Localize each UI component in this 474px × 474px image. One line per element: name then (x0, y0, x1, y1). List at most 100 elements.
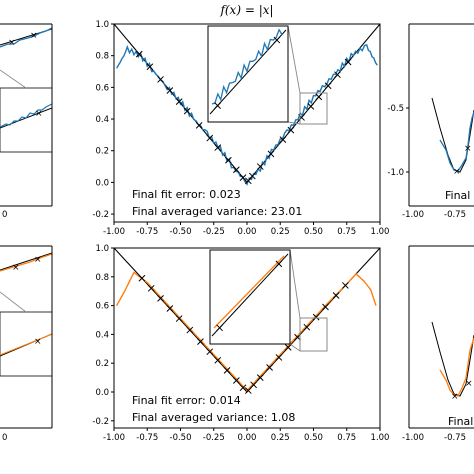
tick-label: -0.5 (387, 104, 404, 114)
fit-curve (439, 111, 474, 172)
sample-marker: × (8, 38, 16, 48)
x-tick-label: -1.00 (103, 227, 125, 237)
sample-marker: × (34, 337, 42, 347)
x-tick-label: -0.50 (170, 227, 192, 237)
sample-marker-stroke (324, 82, 332, 90)
x-tick-label: 0.50 (304, 227, 323, 237)
sample-marker-stroke (157, 295, 164, 302)
x-tick-label: 0.75 (337, 433, 356, 443)
sample-marker (324, 82, 332, 90)
x-tick-label: 0.25 (271, 227, 290, 237)
sample-marker-stroke (275, 260, 283, 268)
x-tick-label: -0.25 (203, 433, 225, 443)
inset-sample-marker (273, 36, 281, 44)
inset-sample-marker (216, 324, 223, 332)
sample-marker (206, 348, 214, 356)
inset-fit-curve (211, 28, 283, 105)
sample-marker-stroke (183, 107, 191, 115)
sample-marker (214, 356, 222, 364)
annotation-line-2: Final averaged variance: 1.08 (132, 411, 295, 424)
sample-marker-stroke (157, 76, 164, 83)
y-tick-label: 0.2 (95, 147, 109, 157)
inset-connector (0, 291, 27, 313)
x-tick-label: 0.00 (238, 433, 257, 443)
x-tick-label: 0.00 (238, 227, 257, 237)
x-tick-label: 0.75 (337, 227, 356, 237)
sample-marker-stroke (147, 284, 155, 292)
sample-marker (233, 377, 240, 384)
sample-marker (147, 284, 155, 292)
y-tick-label: 0.2 (95, 359, 109, 369)
y-tick-label: 0.8 (95, 273, 109, 283)
sample-marker-stroke (248, 172, 256, 180)
sample-marker-stroke (135, 50, 143, 58)
sample-marker (223, 367, 231, 374)
tick-label: 0 (2, 433, 7, 443)
inset-fit-curve (213, 255, 285, 329)
y-tick-label: 0.8 (95, 52, 109, 62)
inset-fit-curve (0, 333, 52, 356)
sample-marker (312, 313, 320, 321)
inset-connector (289, 249, 301, 319)
sample-marker (267, 150, 275, 158)
plot-area (114, 247, 380, 394)
sample-marker-stroke (315, 93, 323, 101)
sample-marker (284, 344, 292, 351)
zoom-inset (0, 87, 52, 153)
sample-marker-stroke (214, 356, 222, 364)
panel-top-center: -1.00 -0.75 -0.50 -0.25 0.00 0.25 0.50 0.75 1.00… (92, 20, 389, 237)
plot-area (114, 24, 380, 186)
sample-marker-stroke (279, 136, 287, 143)
sample-marker (239, 384, 247, 392)
sample-marker (279, 136, 287, 143)
sample-marker-stroke (233, 166, 240, 174)
sample-marker-stroke (256, 163, 264, 170)
y-tick-label: 1.0 (95, 20, 109, 30)
sample-marker (146, 63, 154, 71)
inset-connector (0, 69, 27, 89)
panel-bottom-center: -1.00 -0.75 -0.50 -0.25 0.00 0.25 0.50 0.75 1.00… (92, 244, 389, 443)
y-tick-label: 0.4 (95, 330, 109, 340)
x-tick-label: -0.75 (136, 227, 158, 237)
sample-marker-stroke (322, 303, 329, 311)
sample-marker (233, 166, 240, 174)
y-tick-label: 0.6 (95, 302, 109, 312)
sample-marker (250, 381, 258, 389)
sample-marker (315, 93, 323, 101)
fit-curve (116, 44, 378, 186)
sample-marker-stroke (267, 150, 275, 158)
sample-marker-stroke (312, 313, 320, 321)
sample-marker (175, 98, 183, 105)
fit-curve (439, 337, 474, 397)
sample-marker-stroke (256, 374, 264, 381)
sample-marker: × (34, 255, 42, 265)
inset-fit-curve (0, 103, 52, 128)
sample-marker-stroke (223, 367, 231, 374)
sample-marker-stroke (166, 87, 174, 94)
sample-marker-stroke (332, 292, 340, 299)
sample-marker (195, 122, 203, 129)
x-tick-label: 1.00 (371, 433, 390, 443)
sample-marker-stroke (175, 315, 183, 322)
sample-marker-stroke (244, 177, 252, 185)
zoom-region (299, 317, 328, 352)
sample-marker (342, 282, 349, 289)
annotation-line-1: Final fit error: 0.014 (132, 394, 241, 407)
sample-marker-stroke (195, 122, 203, 129)
sample-marker-stroke (275, 354, 283, 361)
sample-marker-stroke (342, 282, 349, 289)
sample-marker (307, 103, 315, 110)
sample-marker: × (451, 392, 459, 402)
sample-marker: × (453, 167, 461, 177)
panel-top-left: × × × 0 (0, 23, 53, 220)
sample-marker-stroke (216, 324, 223, 332)
sample-marker-stroke (284, 344, 292, 351)
sample-marker-stroke (307, 103, 315, 110)
sample-marker (287, 126, 295, 134)
tick-label: -1.0 (387, 168, 404, 178)
x-tick-label: 1.00 (371, 227, 390, 237)
y-tick-label: 0.0 (95, 388, 109, 398)
x-tick-label: -1.00 (103, 433, 125, 443)
inset-connector (289, 343, 301, 352)
sample-marker (344, 58, 352, 66)
